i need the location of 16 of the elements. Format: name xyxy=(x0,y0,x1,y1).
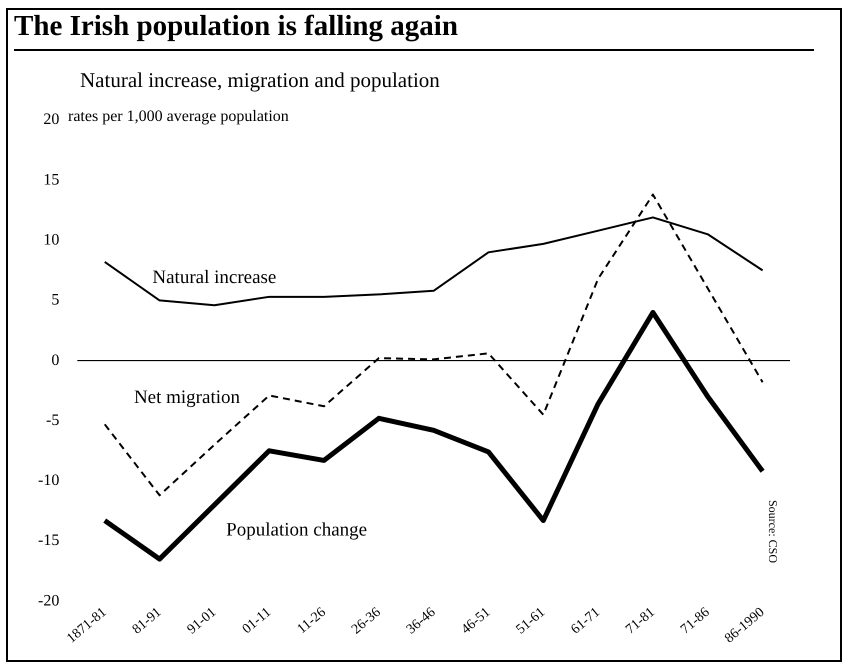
y-axis-title: rates per 1,000 average population xyxy=(68,108,289,126)
annotation: Source: CSO xyxy=(765,500,780,563)
chart-title: The Irish population is falling again xyxy=(14,10,814,51)
series-label: Net migration xyxy=(134,387,240,408)
y-tick-label: -20 xyxy=(38,592,60,610)
y-tick-label: 10 xyxy=(43,231,60,248)
y-tick-label: 20 xyxy=(43,111,60,128)
y-tick-label: -5 xyxy=(46,412,60,429)
y-tick-label: 15 xyxy=(43,171,60,188)
y-tick-label: 5 xyxy=(51,292,60,309)
y-tick-label: -10 xyxy=(38,472,60,490)
y-tick-label: 0 xyxy=(51,352,60,369)
y-tick-label: -15 xyxy=(38,532,60,550)
series-label: Population change xyxy=(226,520,368,541)
series-label: Natural increase xyxy=(152,267,276,288)
chart-subtitle: Natural increase, migration and population xyxy=(80,68,440,93)
